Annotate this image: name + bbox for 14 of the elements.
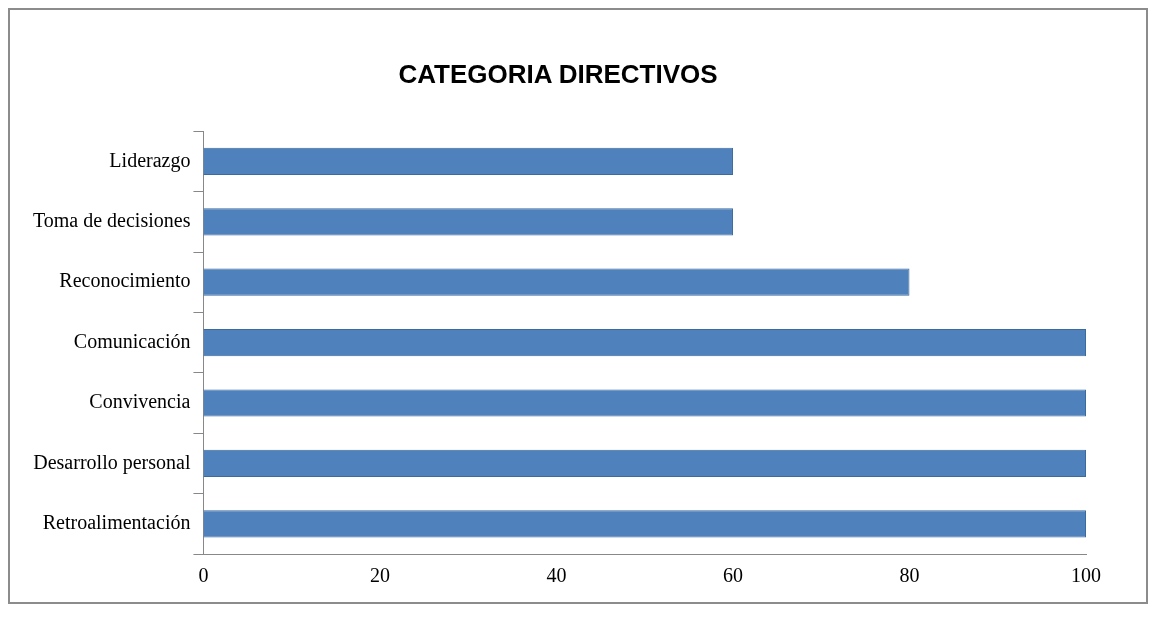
x-tick-label: 100 <box>1071 564 1101 587</box>
y-tick-label: Toma de decisiones <box>32 209 191 232</box>
x-tick-label: 80 <box>899 564 920 587</box>
y-tick-label: Desarrollo personal <box>33 450 191 474</box>
x-tick-label: 60 <box>722 564 743 587</box>
y-tick-label: Convivencia <box>89 390 191 413</box>
x-tick-label: 0 <box>198 564 209 587</box>
x-tick-label: 20 <box>369 564 390 587</box>
y-tick-label: Retroalimentación <box>42 511 191 534</box>
y-tick-label: Comunicación <box>73 329 191 352</box>
x-tick-label: 40 <box>546 564 567 587</box>
y-tick-label: Liderazgo <box>109 148 191 172</box>
chart-title: CATEGORIA DIRECTIVOS <box>398 58 718 89</box>
y-tick-label: Reconocimiento <box>59 269 191 292</box>
